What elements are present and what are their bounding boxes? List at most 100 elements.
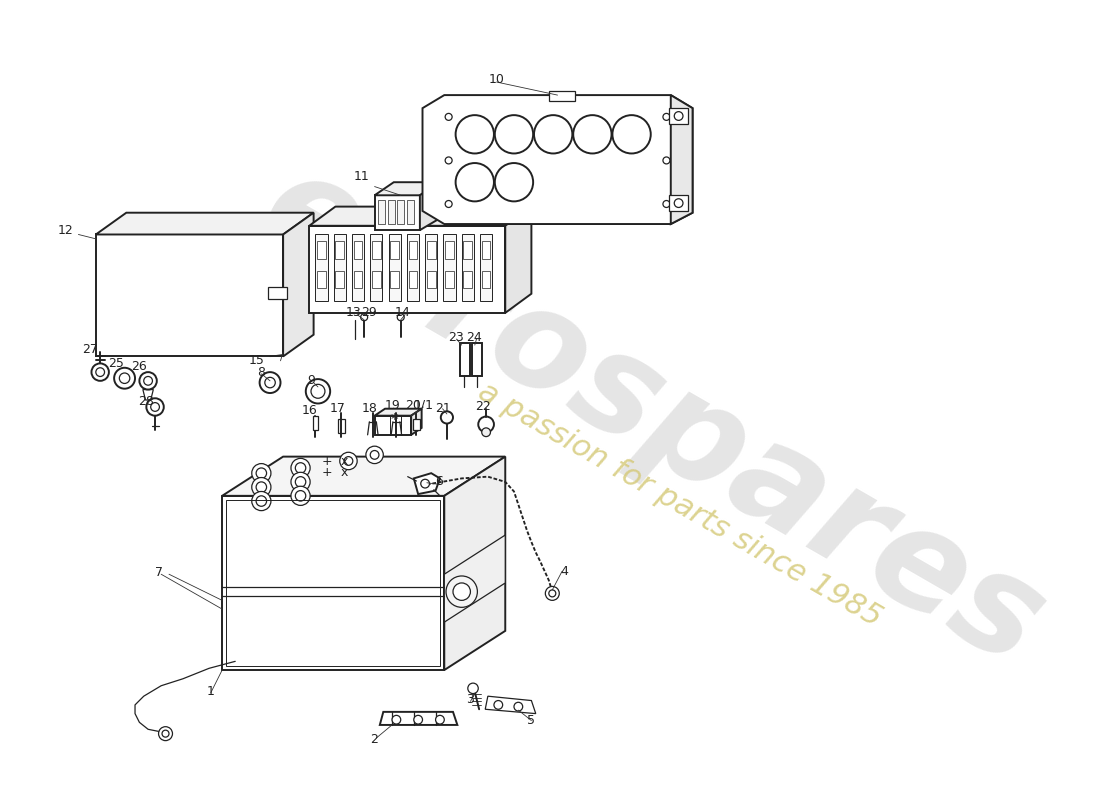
Polygon shape xyxy=(283,213,313,357)
Circle shape xyxy=(252,478,271,497)
Circle shape xyxy=(114,368,135,389)
Circle shape xyxy=(260,372,280,393)
Circle shape xyxy=(436,715,444,724)
Circle shape xyxy=(252,463,271,482)
Bar xyxy=(472,343,482,377)
Circle shape xyxy=(514,702,522,711)
Text: 15: 15 xyxy=(249,354,265,367)
Circle shape xyxy=(453,583,471,600)
Circle shape xyxy=(573,115,612,154)
Text: 17: 17 xyxy=(329,402,345,415)
Text: x: x xyxy=(340,466,348,479)
Text: 21: 21 xyxy=(436,402,451,415)
Circle shape xyxy=(663,157,670,164)
Text: 1: 1 xyxy=(207,686,215,698)
Text: *: * xyxy=(390,414,398,429)
Text: +: + xyxy=(321,466,332,479)
Text: 20: 20 xyxy=(405,398,421,412)
Circle shape xyxy=(256,482,266,492)
Circle shape xyxy=(361,314,367,321)
Bar xyxy=(312,416,318,430)
Bar xyxy=(372,242,381,259)
Bar xyxy=(354,242,362,259)
Text: 5: 5 xyxy=(527,714,535,727)
Circle shape xyxy=(455,115,494,154)
Circle shape xyxy=(414,715,422,724)
Circle shape xyxy=(158,726,173,741)
Bar xyxy=(463,271,472,289)
Circle shape xyxy=(344,457,353,466)
Polygon shape xyxy=(222,457,505,496)
Bar xyxy=(480,234,492,301)
Circle shape xyxy=(306,379,330,403)
Text: 11: 11 xyxy=(354,170,370,182)
Circle shape xyxy=(446,157,452,164)
Text: x: x xyxy=(340,455,348,468)
Circle shape xyxy=(495,163,534,202)
Text: 13: 13 xyxy=(345,306,362,319)
Text: 19: 19 xyxy=(385,398,400,412)
Bar xyxy=(372,271,381,289)
Text: 16: 16 xyxy=(301,404,317,417)
Polygon shape xyxy=(375,195,420,230)
Bar xyxy=(412,419,420,430)
Circle shape xyxy=(534,115,572,154)
Bar xyxy=(397,200,404,224)
Polygon shape xyxy=(444,535,505,622)
Circle shape xyxy=(441,411,453,423)
Circle shape xyxy=(144,377,153,385)
Bar xyxy=(446,242,454,259)
Circle shape xyxy=(468,683,478,694)
Text: 12: 12 xyxy=(57,224,74,237)
Circle shape xyxy=(674,112,683,120)
Bar xyxy=(408,271,417,289)
Bar xyxy=(354,271,362,289)
Circle shape xyxy=(96,368,104,377)
Circle shape xyxy=(340,452,358,470)
Circle shape xyxy=(549,590,556,597)
Text: 4: 4 xyxy=(561,565,569,578)
Circle shape xyxy=(140,372,157,390)
Bar xyxy=(427,271,436,289)
Circle shape xyxy=(292,486,310,506)
Bar xyxy=(482,242,491,259)
Polygon shape xyxy=(505,206,531,313)
Text: 23: 23 xyxy=(449,330,464,344)
Text: 9: 9 xyxy=(307,374,315,387)
Circle shape xyxy=(256,468,266,478)
Text: 3: 3 xyxy=(465,693,473,706)
Circle shape xyxy=(295,477,306,487)
Bar xyxy=(390,242,399,259)
Text: 2: 2 xyxy=(370,734,377,746)
Circle shape xyxy=(546,586,559,600)
Polygon shape xyxy=(96,213,314,234)
Polygon shape xyxy=(671,95,693,224)
Bar xyxy=(268,286,287,299)
Circle shape xyxy=(495,115,534,154)
Bar xyxy=(336,242,344,259)
Bar xyxy=(333,234,345,301)
Polygon shape xyxy=(420,182,439,230)
Bar xyxy=(443,234,455,301)
Polygon shape xyxy=(96,234,283,357)
Circle shape xyxy=(494,701,503,710)
Text: 26: 26 xyxy=(132,360,147,374)
Circle shape xyxy=(482,428,491,437)
Circle shape xyxy=(446,576,477,607)
Circle shape xyxy=(292,458,310,478)
Circle shape xyxy=(421,479,429,488)
Circle shape xyxy=(119,373,130,383)
Text: +: + xyxy=(321,455,332,468)
Circle shape xyxy=(151,402,160,411)
Circle shape xyxy=(613,115,651,154)
Polygon shape xyxy=(485,696,536,714)
Bar xyxy=(378,200,385,224)
Bar xyxy=(227,500,440,666)
Polygon shape xyxy=(444,457,505,670)
Circle shape xyxy=(256,496,266,506)
Text: 18: 18 xyxy=(362,402,377,415)
Text: a passion for parts since 1985: a passion for parts since 1985 xyxy=(473,377,887,632)
Bar xyxy=(463,242,472,259)
Circle shape xyxy=(162,730,169,737)
Circle shape xyxy=(674,198,683,207)
